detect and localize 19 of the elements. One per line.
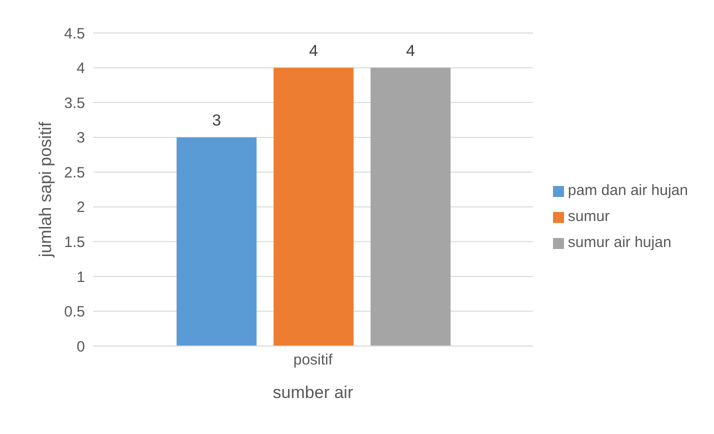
legend-label: sumur air hujan bbox=[568, 234, 672, 251]
data-label: 4 bbox=[406, 42, 416, 60]
x-axis-title: sumber air bbox=[272, 383, 354, 402]
y-tick-label: 3.5 bbox=[64, 94, 85, 112]
y-tick-label: 4 bbox=[76, 60, 85, 78]
y-axis-title: jumlah sapi positif bbox=[36, 122, 56, 258]
y-tick-label: 4.5 bbox=[64, 25, 85, 42]
y-tick-label: 0.5 bbox=[64, 304, 85, 321]
y-tick-label: 2.5 bbox=[64, 164, 85, 182]
legend-label: sumur bbox=[568, 208, 610, 225]
data-label: 3 bbox=[212, 112, 222, 130]
y-tick-label: 1.5 bbox=[64, 234, 85, 251]
y-tick-label: 3 bbox=[76, 130, 85, 147]
x-tick-label: positif bbox=[293, 352, 334, 369]
y-tick-label: 2 bbox=[76, 199, 85, 216]
y-tick-label: 0 bbox=[76, 338, 85, 356]
data-label: 4 bbox=[309, 42, 318, 60]
y-tick-label: 1 bbox=[76, 268, 85, 286]
legend-label: pam dan air hujan bbox=[568, 182, 688, 199]
